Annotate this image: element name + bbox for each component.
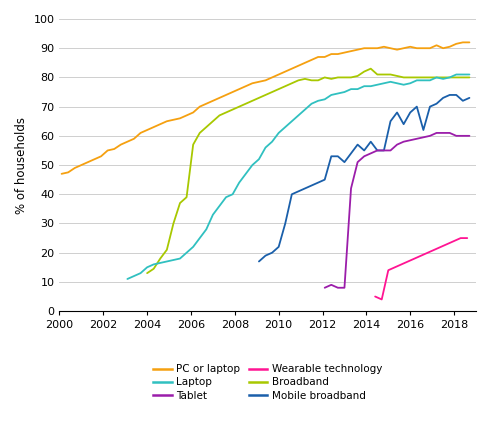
- Y-axis label: % of households: % of households: [15, 116, 28, 213]
- Legend: PC or laptop, Laptop, Tablet, Wearable technology, Broadband, Mobile broadband: PC or laptop, Laptop, Tablet, Wearable t…: [149, 360, 386, 405]
